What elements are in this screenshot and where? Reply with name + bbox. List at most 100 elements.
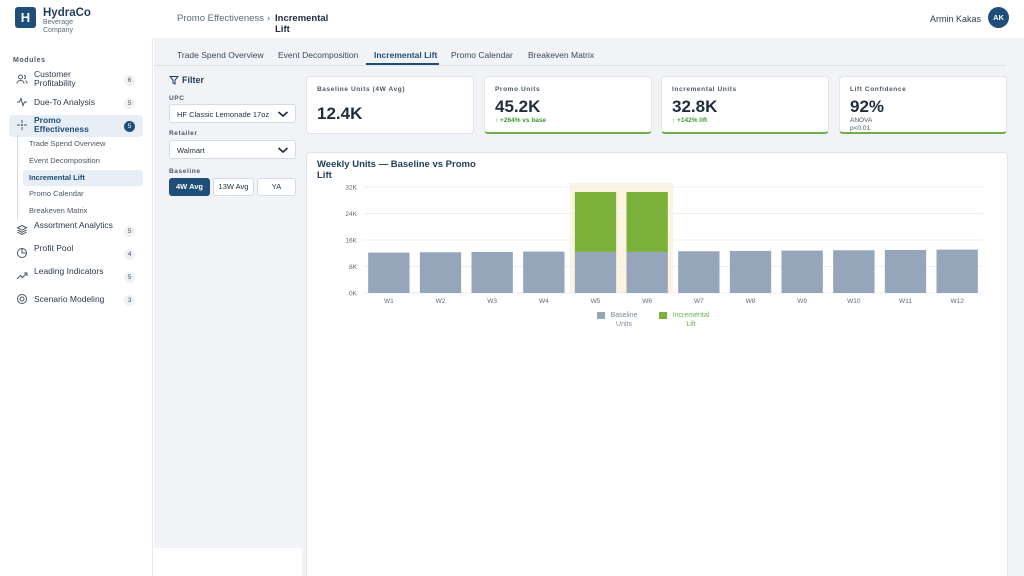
x-tick-label: W10 (847, 298, 861, 305)
bar-baseline-w2 (419, 252, 462, 293)
upc-select[interactable]: HF Classic Lemonade 17oz (169, 104, 296, 123)
tab-incremental-lift[interactable]: Incremental Lift (374, 50, 438, 60)
activity-icon (17, 97, 27, 107)
kpi-delta: ↑ +264% vs base (495, 117, 547, 124)
kpi-baseline-units: Baseline Units (4W Avg) 12.4K (306, 76, 474, 134)
subnav-item-trade-spend-overview[interactable]: Trade Spend Overview (29, 139, 106, 148)
tab-trade-spend-overview[interactable]: Trade Spend Overview (177, 50, 264, 60)
breadcrumb-parent[interactable]: Promo Effectiveness (177, 13, 264, 24)
upc-select-value: HF Classic Lemonade 17oz (177, 110, 270, 119)
x-tick-label: W6 (642, 298, 652, 305)
kpi-label: Promo Units (495, 86, 541, 93)
subnav-divider (17, 134, 18, 220)
x-tick-label: W5 (591, 298, 601, 305)
brand-subtitle-text: Beverage Company (43, 19, 73, 34)
sidebar-item-promo-effectiveness[interactable]: Promo Effectiveness 5 (9, 115, 143, 137)
baseline-4w-avg-button[interactable]: 4W Avg (169, 178, 210, 196)
avatar[interactable]: AK (988, 7, 1009, 28)
modules-label: Modules (13, 57, 46, 64)
legend-label-incremental: Incremental Lift (672, 312, 710, 328)
target-icon (17, 294, 27, 304)
brand-name: HydraCo (43, 7, 91, 19)
retailer-label: Retailer (169, 130, 198, 137)
kpi-delta: ↑ +142% lift (672, 117, 708, 124)
active-tab-indicator (366, 63, 439, 65)
tab-event-decomposition[interactable]: Event Decomposition (278, 50, 359, 60)
legend-item-baseline[interactable]: Baseline Units (597, 311, 640, 329)
kpi-note-test: ANOVA (850, 117, 873, 124)
chart-card: Weekly Units — Baseline vs Promo Lift 0K… (306, 152, 1008, 576)
kpi-label: Incremental Units (672, 86, 737, 93)
baseline-ya-button[interactable]: YA (257, 178, 296, 196)
kpi-value: 12.4K (317, 104, 363, 123)
bar-baseline-w5 (574, 251, 617, 293)
subnav-item-breakeven-matrix[interactable]: Breakeven Matrix (29, 206, 88, 215)
trending-icon (16, 272, 28, 280)
x-tick-label: W9 (797, 298, 807, 305)
sidebar-item-label: Leading Indicators (34, 266, 104, 276)
y-tick-label: 8K (349, 264, 358, 271)
sidebar-item-badge: 3 (124, 295, 135, 306)
tab-bar: Trade Spend Overview Event Decomposition… (154, 38, 1006, 66)
bar-baseline-w6 (626, 251, 668, 293)
brand: HydraCo Beverage Company (43, 7, 91, 34)
sidebar-item-badge: 6 (124, 75, 135, 86)
y-tick-label: 16K (345, 238, 357, 245)
breadcrumb-separator: › (267, 13, 271, 24)
pie-icon (17, 248, 27, 258)
subnav-item-incremental-lift[interactable]: Incremental Lift (23, 170, 143, 186)
kpi-value: 32.8K (672, 97, 718, 116)
sidebar-item-profit-pool[interactable]: Profit Pool 4 (9, 243, 143, 265)
legend-item-incremental[interactable]: Incremental Lift (659, 311, 712, 329)
bar-baseline-w1 (368, 252, 410, 293)
layers-icon (16, 224, 28, 236)
user-name[interactable]: Armin Kakas (929, 14, 981, 24)
x-tick-label: W7 (694, 298, 704, 305)
sidebar-item-customer-profitability[interactable]: Customer Profitability 6 (9, 69, 143, 91)
filter-icon (169, 76, 179, 85)
brand-subtitle: Beverage Company (43, 19, 83, 34)
sidebar-item-label: Profit Pool (34, 243, 74, 253)
sidebar-item-label: Assortment Analytics (34, 220, 113, 230)
sidebar: Modules Customer Profitability 6 Due-To … (0, 38, 153, 576)
x-tick-label: W2 (436, 298, 446, 305)
sidebar-item-label: Scenario Modeling (34, 294, 105, 304)
subnav-item-event-decomposition[interactable]: Event Decomposition (29, 156, 100, 165)
bar-baseline-w8 (729, 250, 772, 293)
sidebar-item-due-to-analysis[interactable]: Due-To Analysis 5 (9, 92, 143, 114)
bar-baseline-w11 (884, 249, 927, 293)
legend-swatch-baseline (597, 311, 605, 319)
retailer-select-value: Walmart (177, 146, 205, 155)
logo-icon[interactable]: H (15, 7, 36, 28)
retailer-select[interactable]: Walmart (169, 140, 296, 159)
bar-incremental-w6 (626, 191, 668, 252)
legend-swatch-incremental (659, 311, 667, 319)
sidebar-item-label: Promo Effectiveness (34, 115, 89, 134)
sidebar-item-leading-indicators[interactable]: Leading Indicators 5 (9, 266, 143, 288)
sidebar-item-badge: 4 (124, 249, 135, 260)
x-tick-label: W1 (384, 298, 394, 305)
breadcrumb-current: Incremental Lift (275, 13, 329, 35)
weekly-units-chart: 0K 8K 16K 24K 32K W1 W2 W3 W4 W5 W6 W7 W8 W9 W10 W11 W12 (345, 183, 983, 305)
x-tick-label: W3 (487, 298, 497, 305)
x-tick-label: W4 (539, 298, 549, 305)
bar-baseline-w9 (781, 250, 823, 293)
baseline-13w-avg-button[interactable]: 13W Avg (213, 178, 254, 196)
tab-promo-calendar[interactable]: Promo Calendar (451, 50, 513, 60)
x-tick-label: W8 (746, 298, 756, 305)
x-tick-label: W11 (899, 298, 912, 305)
sidebar-item-badge: 5 (124, 226, 135, 237)
y-tick-label: 24K (345, 211, 357, 218)
kpi-promo-units: Promo Units 45.2K ↑ +264% vs base (484, 76, 652, 134)
subnav-item-promo-calendar[interactable]: Promo Calendar (29, 189, 84, 198)
sidebar-item-scenario-modeling[interactable]: Scenario Modeling 3 (9, 289, 143, 311)
filter-panel-footer (154, 548, 302, 576)
bar-baseline-w3 (471, 251, 513, 293)
kpi-label: Baseline Units (4W Avg) (317, 86, 406, 93)
users-icon (16, 74, 28, 84)
kpi-note-pvalue: p<0.01 (850, 125, 871, 132)
bar-incremental-w5 (574, 191, 617, 252)
tab-breakeven-matrix[interactable]: Breakeven Matrix (528, 50, 595, 60)
sidebar-item-assortment-analytics[interactable]: Assortment Analytics 5 (9, 220, 143, 242)
kpi-value: 92% (850, 97, 885, 116)
